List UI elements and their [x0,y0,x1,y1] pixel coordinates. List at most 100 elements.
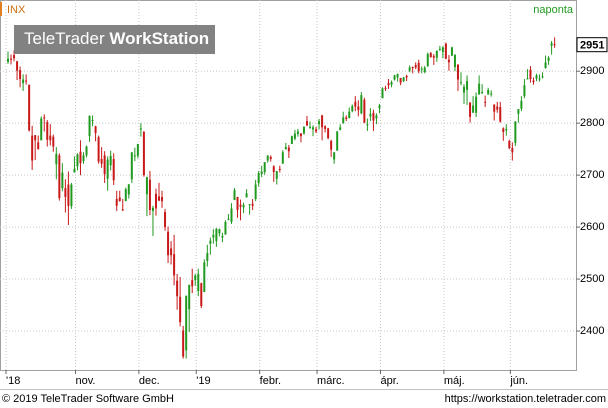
candle-body [94,126,97,134]
candle-body [523,85,526,97]
candle-body [124,189,127,202]
candle-body [348,111,351,118]
candle-body [127,184,130,195]
candle-body [357,106,360,111]
candle-body [387,83,390,86]
candle-body [526,78,529,80]
candle-body [97,137,100,162]
y-tick-label: 2400 [580,325,604,337]
candle-body [375,115,378,119]
candle-body [227,218,230,220]
candle-body [139,128,142,130]
candle-body [529,69,532,79]
candle-body [266,155,269,161]
candle-body [263,162,266,173]
candle-body [142,131,145,176]
candle-body [550,43,553,46]
candle-body [423,67,426,73]
candle-body [224,221,227,235]
candle-body [13,55,16,59]
candle-body [40,118,43,141]
candle-body [179,296,182,323]
candle-body [502,128,505,132]
candle-body [164,212,167,228]
candle-body [215,228,218,242]
y-tick-label: 2700 [580,169,604,181]
plot-frame [0,0,577,371]
last-value-box [576,37,608,53]
candle-body [73,168,76,173]
candle-body [46,122,49,140]
candle-body [251,203,254,206]
candle-body [278,168,281,170]
candle-body [200,283,203,307]
candle-body [130,152,133,180]
candle-body [478,83,481,95]
candle-body [49,135,52,141]
candle-body [315,129,318,132]
candle-body [148,179,151,210]
candle-body [505,128,508,131]
candle-body [88,115,91,137]
candle-body [272,166,275,173]
chart-title: INX [7,4,26,16]
candle-body [115,199,118,206]
candle-body [203,262,206,293]
candle-body [242,204,245,208]
candle-body [324,126,327,129]
candle-body [538,78,541,80]
candle-body [82,155,85,162]
candle-body [429,53,432,58]
candle-body [281,152,284,164]
candle-body [230,208,233,222]
candle-body [19,70,22,79]
candle-body [450,47,453,56]
candle-body [52,136,55,147]
candle-body [336,131,339,151]
candle-body [345,117,348,120]
candle-body [463,86,466,93]
candle-body [218,229,221,234]
candle-body [399,77,402,83]
candle-body [22,79,25,84]
candle-body [275,170,278,179]
footer-url[interactable]: https://workstation.teletrader.com [445,393,606,405]
candle-body [496,106,499,110]
candle-body [432,56,435,58]
candle-body [435,50,438,58]
candle-body [293,133,296,139]
candle-body [453,54,456,68]
candle-body [239,204,242,207]
candle-body [10,58,13,60]
candle-body [248,204,251,206]
candle-body [191,280,194,287]
candle-body [133,155,136,157]
frequency: naponta [533,4,574,16]
candle-body [460,82,462,84]
x-tick-label: dec. [139,375,160,387]
candle-body [103,155,106,175]
candle-body [366,124,369,126]
y-tick-label: 2500 [580,273,604,285]
candle-body [363,99,366,123]
candle-body [100,159,103,164]
title-marker [0,2,2,16]
candle-body [541,76,544,78]
candle-body [260,171,263,175]
candle-body [475,96,478,113]
candle-body [221,235,224,238]
candle-body [481,91,484,94]
candle-body [508,140,511,149]
candle-body [158,196,160,201]
candle-body [167,231,170,256]
candle-body [79,151,82,164]
candle-body [372,112,375,121]
candle-body [472,105,475,113]
logo-box [14,25,215,54]
x-tick-label: febr. [260,375,281,387]
candle-body [290,136,293,144]
candle-body [354,101,357,107]
y-tick-label: 2800 [580,117,604,129]
candle-body [405,75,408,78]
